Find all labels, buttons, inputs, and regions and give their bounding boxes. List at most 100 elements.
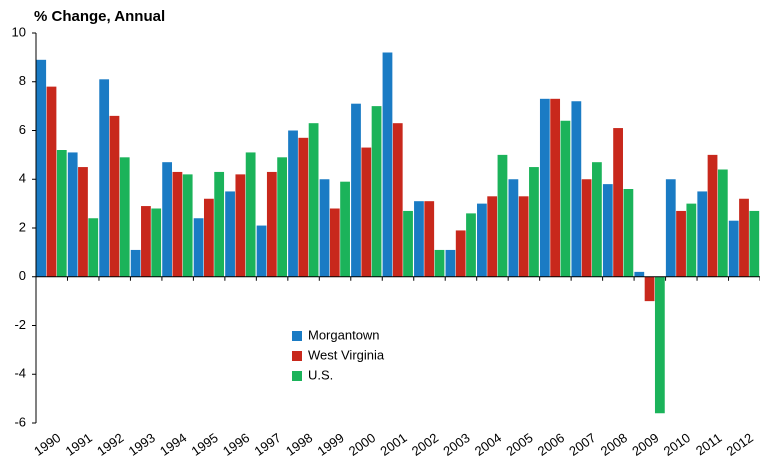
x-tick-label: 2006 [535, 430, 567, 459]
x-tick-label: 2001 [377, 430, 409, 459]
bar [130, 249, 141, 277]
bar [36, 59, 47, 277]
legend-swatch [292, 351, 302, 361]
bar [697, 191, 708, 277]
bar [749, 210, 760, 277]
x-tick-label: 2004 [472, 430, 504, 459]
bar [654, 276, 665, 414]
x-tick-label: 1999 [314, 430, 346, 459]
bar [46, 86, 57, 277]
bar [707, 154, 718, 277]
bar [56, 150, 67, 277]
bar [172, 171, 183, 277]
bar [225, 191, 235, 277]
bar [644, 276, 655, 302]
bar [235, 174, 246, 277]
bar [351, 103, 361, 277]
x-tick-label: 2003 [440, 430, 472, 459]
legend-label: U.S. [308, 367, 333, 382]
bar [245, 152, 256, 277]
bar [728, 220, 739, 277]
bar [382, 52, 393, 277]
x-tick-label: 1996 [220, 430, 252, 459]
bar [676, 210, 686, 277]
x-tick-label: 2011 [693, 430, 725, 458]
x-tick-label: 2008 [598, 430, 630, 459]
x-tick-label: 2010 [661, 430, 693, 459]
bar [497, 154, 508, 277]
bar [571, 101, 582, 277]
bar [151, 208, 162, 277]
x-tick-label: 1995 [189, 430, 221, 459]
bar [613, 128, 623, 277]
bar [119, 157, 130, 277]
bar [319, 179, 330, 277]
bar [88, 218, 99, 277]
y-tick-label: 4 [19, 171, 26, 186]
bar [508, 179, 519, 277]
bar [487, 196, 498, 277]
bar [288, 130, 298, 277]
bar [424, 201, 435, 277]
bar [602, 184, 613, 277]
legend-swatch [292, 331, 302, 341]
bar [203, 198, 214, 277]
legend-swatch [292, 371, 302, 381]
legend-label: West Virginia [308, 347, 385, 362]
bar [340, 181, 350, 277]
bar [434, 249, 445, 277]
bar [518, 196, 529, 277]
chart-title: % Change, Annual [34, 8, 165, 25]
bar [414, 201, 424, 277]
x-tick-label: 2007 [566, 430, 598, 459]
bar [256, 225, 267, 277]
bar [445, 249, 456, 277]
bar [686, 203, 697, 277]
bar [560, 120, 571, 277]
x-tick-label: 1998 [283, 430, 315, 459]
bar [67, 152, 78, 277]
bar [634, 271, 645, 277]
bar [78, 167, 88, 277]
bar [162, 162, 173, 277]
bar [529, 167, 539, 277]
bar [581, 179, 592, 277]
x-tick-label: 2002 [409, 430, 441, 459]
bar [477, 203, 487, 277]
x-tick-label: 2012 [724, 430, 756, 459]
x-tick-label: 1992 [94, 430, 126, 459]
x-tick-label: 1991 [63, 430, 95, 459]
bar [361, 147, 372, 277]
bar [298, 137, 309, 277]
bar [182, 174, 193, 277]
bar [277, 157, 288, 277]
y-tick-label: 2 [19, 219, 26, 234]
x-tick-label: 2000 [346, 430, 378, 459]
y-tick-label: 8 [19, 73, 26, 88]
bar [550, 98, 561, 277]
bar [623, 189, 634, 277]
x-tick-label: 1990 [31, 430, 63, 459]
y-tick-label: 6 [19, 122, 26, 137]
bar [466, 213, 476, 277]
y-tick-label: -4 [14, 366, 26, 381]
x-tick-label: 2005 [503, 430, 535, 459]
bar [665, 179, 676, 277]
bar [329, 208, 340, 277]
bar [193, 218, 204, 277]
y-tick-label: 10 [12, 24, 26, 39]
bar [308, 123, 319, 277]
bar [717, 169, 728, 277]
x-tick-label: 1994 [157, 430, 189, 459]
bar [141, 206, 151, 277]
bar [214, 171, 225, 277]
x-tick-label: 1997 [251, 430, 283, 459]
legend-label: Morgantown [308, 327, 380, 342]
bar [592, 162, 602, 277]
bar [371, 106, 382, 277]
bar [403, 210, 413, 277]
bar [99, 79, 110, 277]
bar [109, 115, 120, 277]
bar [455, 230, 466, 277]
